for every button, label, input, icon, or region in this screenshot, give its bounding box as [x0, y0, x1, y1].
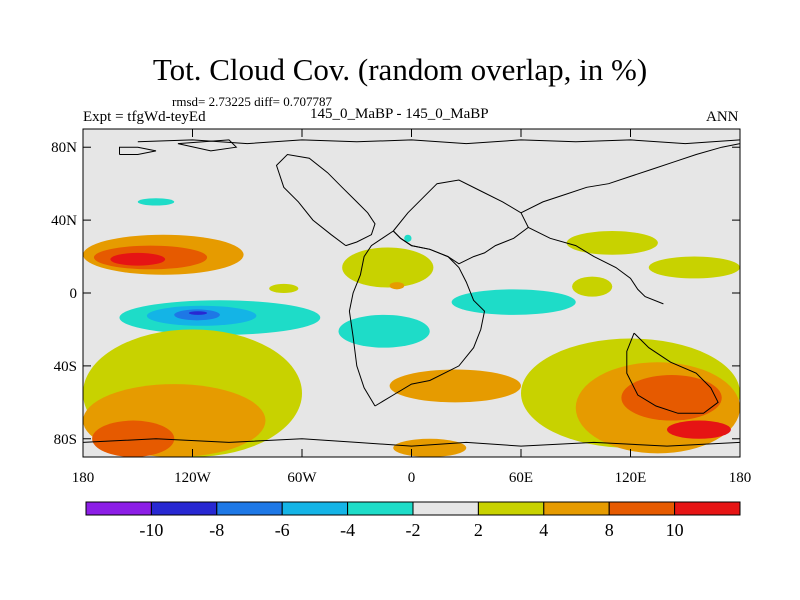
colorbar-box-6: [477, 501, 545, 516]
anomaly-region-11: [342, 247, 434, 288]
colorbar-box-0: [85, 501, 152, 516]
anomaly-region-3: [269, 283, 299, 294]
experiment-label: Expt = tfgWd-teyEd: [83, 109, 206, 125]
anomaly-region-10: [404, 234, 412, 242]
colorbar-label-3: -4: [340, 520, 355, 540]
continent-outlines: [83, 139, 740, 447]
anomaly-region-14: [566, 231, 658, 255]
anomaly-regions: [83, 198, 740, 457]
anomaly-region-19: [92, 420, 175, 457]
coastline-1: [275, 153, 376, 247]
coastline-4: [528, 226, 664, 305]
x-tick-label-0: 180: [72, 470, 95, 486]
y-tick-label-4: 80S: [54, 432, 77, 448]
colorbar-label-5: 2: [474, 520, 483, 540]
coastline-7: [137, 139, 740, 145]
anomaly-region-13: [451, 289, 576, 315]
colorbar-box-2: [216, 501, 283, 516]
colorbar-label-1: -8: [209, 520, 224, 540]
coastline-5: [626, 332, 719, 414]
season-label: ANN: [706, 109, 739, 125]
y-tick-label-3: 40S: [54, 359, 77, 375]
colorbar-box-4: [347, 501, 414, 516]
colorbar-label-2: -6: [275, 520, 290, 540]
colorbar-label-7: 8: [605, 520, 614, 540]
colorbar-box-1: [150, 501, 218, 516]
x-tick-label-4: 60E: [509, 470, 533, 486]
coastline-3: [520, 143, 740, 214]
x-tick-label-1: 120W: [174, 470, 212, 486]
x-tick-label-2: 60W: [287, 470, 317, 486]
rmsd-diff-stats: rmsd= 2.73225 diff= 0.707787: [172, 94, 332, 109]
plot-title: Tot. Cloud Cov. (random overlap, in %): [152, 52, 648, 87]
coastline-6: [83, 438, 740, 447]
anomaly-region-16: [572, 276, 613, 297]
colorbar-box-9: [674, 501, 741, 516]
colorbar-label-8: 10: [666, 520, 684, 540]
coastline-8: [119, 146, 157, 155]
colorbar: -10 -8 -6 -4 -2 2 4 8 10: [85, 501, 741, 540]
comparison-label: 145_0_MaBP - 145_0_MaBP: [310, 106, 489, 122]
anomaly-region-25: [393, 438, 467, 457]
anomaly-region-23: [621, 375, 722, 421]
anomaly-region-15: [648, 256, 740, 279]
y-tick-label-1: 40N: [51, 213, 77, 229]
anomaly-region-9: [137, 198, 175, 206]
coastline-2: [392, 179, 529, 265]
y-tick-label-0: 80N: [51, 140, 77, 156]
anomaly-region-24: [667, 420, 731, 439]
anomaly-region-6: [174, 309, 220, 321]
anomaly-region-20: [389, 369, 521, 403]
colorbar-label-0: -10: [139, 520, 163, 540]
x-tick-label-5: 120E: [615, 470, 647, 486]
anomaly-region-7: [188, 311, 208, 315]
x-tick-label-3: 0: [408, 470, 416, 486]
colorbar-label-6: 4: [539, 520, 548, 540]
colorbar-box-5: [412, 501, 479, 516]
colorbar-label-4: -2: [406, 520, 421, 540]
colorbar-box-8: [608, 501, 676, 516]
colorbar-box-3: [281, 501, 349, 516]
x-tick-label-6: 180: [729, 470, 752, 486]
colorbar-box-7: [543, 501, 610, 516]
anomaly-region-8: [338, 314, 430, 348]
anomaly-region-12: [389, 282, 405, 290]
y-tick-label-2: 0: [70, 286, 78, 302]
coastline-9: [177, 139, 238, 152]
map-axes: 180 120W 60W 0 60E 120E 180 80N 40N 0 40S 80S: [51, 129, 751, 486]
anomaly-region-2: [110, 252, 166, 266]
